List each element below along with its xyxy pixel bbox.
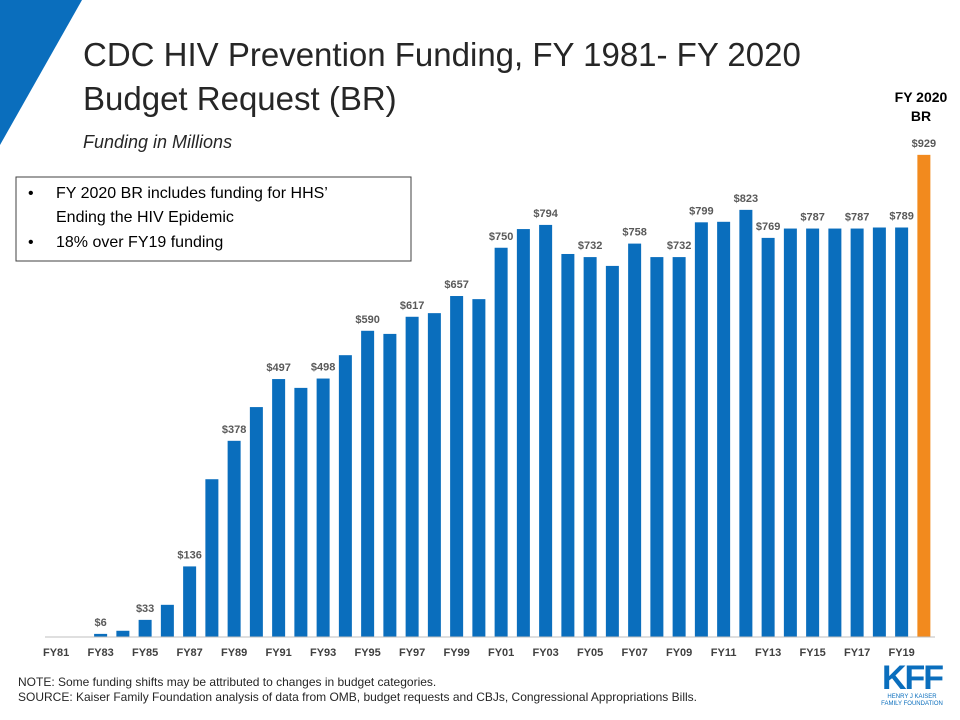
x-tick-label: FY15 [799,647,825,659]
x-tick-label: FY05 [577,647,603,659]
title: Budget Request (BR) [83,80,397,117]
bar [806,228,820,637]
bar [383,333,397,637]
bar [850,228,864,637]
bullet: 18% over FY19 funding [56,234,223,251]
bar [828,228,842,637]
x-tick-label: FY91 [265,647,291,659]
value-label: $787 [800,212,824,224]
bar [94,633,108,637]
x-tick-label: FY19 [888,647,914,659]
bar [605,265,619,637]
value-label: $378 [222,424,246,436]
value-label: $33 [136,603,154,615]
bar [427,313,441,637]
bar [650,257,664,637]
x-tick-label: FY85 [132,647,158,659]
bar [183,566,197,637]
value-label: $794 [533,208,558,220]
value-label: $732 [578,240,602,252]
note: NOTE: Some funding shifts may be attribu… [18,675,436,689]
bar [717,221,731,638]
value-label: $590 [355,314,379,326]
bar [138,619,152,637]
bar [872,227,886,637]
bar [294,387,308,637]
x-tick-label: FY99 [443,647,469,659]
bar [249,407,263,637]
corner-decoration [0,0,82,145]
bar [160,604,174,637]
x-tick-label: FY95 [354,647,380,659]
value-label: $799 [689,205,713,217]
bar [583,257,597,637]
x-tick-label: FY09 [666,647,692,659]
value-label: $6 [95,617,107,629]
logo: KFF [882,659,943,697]
x-tick-label: FY89 [221,647,247,659]
note: SOURCE: Kaiser Family Foundation analysi… [18,690,697,704]
bar [405,316,419,637]
value-label: $789 [889,211,913,223]
value-label: $497 [266,362,290,374]
bar [539,224,553,637]
bar [761,237,775,637]
value-label: $732 [667,240,691,252]
x-tick-label: FY07 [621,647,647,659]
bullet-dot: • [28,185,34,202]
highlight-label: BR [911,108,931,124]
value-label: $823 [734,193,758,205]
bar [628,243,642,637]
bar [316,378,330,637]
bar [494,247,508,637]
logo-sub: FAMILY FOUNDATION [881,701,943,707]
bar [450,296,464,637]
value-label: $929 [912,138,936,150]
x-tick-label: FY01 [488,647,514,659]
bullet: Ending the HIV Epidemic [56,209,234,226]
bar [272,379,286,637]
title: CDC HIV Prevention Funding, FY 1981- FY … [83,36,801,73]
bar [783,228,797,637]
bar [694,222,708,637]
note-box [15,176,412,262]
bar [561,253,575,637]
bar [672,257,686,637]
x-tick-label: FY97 [399,647,425,659]
value-label: $769 [756,221,780,233]
bullet-dot: • [28,234,34,251]
bar [917,154,931,637]
x-tick-label: FY83 [87,647,113,659]
bar [739,209,753,637]
x-tick-label: FY81 [43,647,69,659]
bar [338,355,352,637]
bar [516,229,530,638]
x-tick-label: FY03 [532,647,558,659]
value-label: $657 [444,279,468,291]
value-label: $750 [489,231,513,243]
highlight-label: FY 2020 [895,89,948,105]
x-tick-label: FY17 [844,647,870,659]
value-label: $136 [177,549,201,561]
bar [472,299,486,637]
bar [227,440,241,637]
logo-sub: HENRY J KAISER [887,694,937,700]
bar [895,227,909,637]
value-label: $498 [311,362,335,374]
x-tick-label: FY11 [711,647,737,659]
bar [205,479,219,637]
value-label: $787 [845,212,869,224]
bar [116,630,130,637]
x-tick-label: FY93 [310,647,336,659]
subtitle: Funding in Millions [83,132,232,152]
value-label: $758 [622,227,646,239]
x-tick-label: FY13 [755,647,781,659]
x-tick-label: FY87 [176,647,202,659]
bullet: FY 2020 BR includes funding for HHS’ [56,185,328,202]
bar [361,330,375,637]
value-label: $617 [400,300,424,312]
